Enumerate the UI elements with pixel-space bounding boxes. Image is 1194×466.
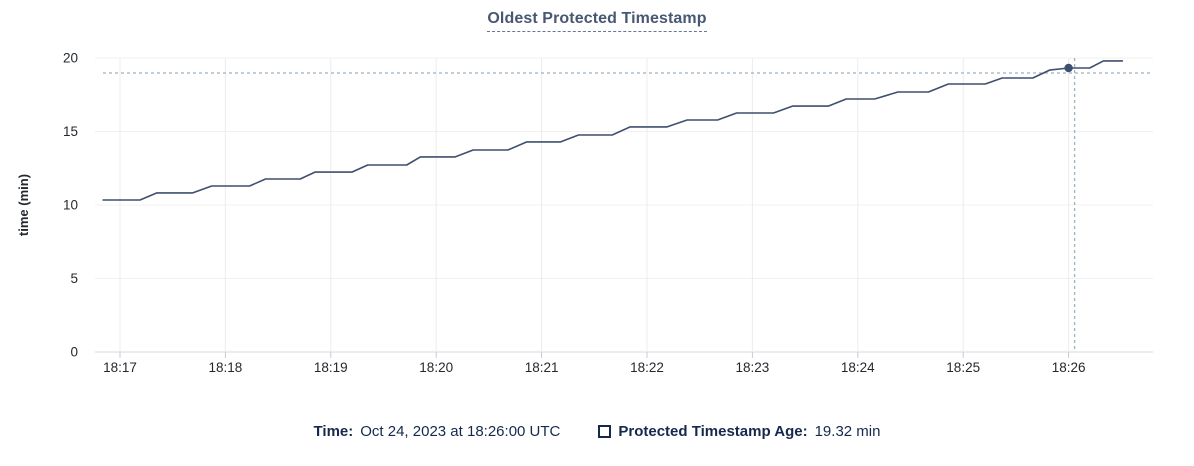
legend-time-item: Time: Oct 24, 2023 at 18:26:00 UTC — [314, 423, 561, 440]
y-tick-label: 0 — [70, 345, 78, 360]
x-tick-label: 18:20 — [419, 360, 453, 375]
legend-time-value: Oct 24, 2023 at 18:26:00 UTC — [360, 423, 561, 440]
y-tick-label: 15 — [63, 124, 78, 139]
legend-time-label: Time: — [313, 423, 354, 440]
x-tick-label: 18:18 — [209, 360, 243, 375]
timeseries-chart-plot-area[interactable]: 0 5 10 15 20 18:17 18:18 18:19 18:20 18:21 18:22 18… — [0, 40, 1194, 385]
protected-timestamp-age-line — [102, 60, 1124, 201]
legend-series-value: 19.32 min — [814, 423, 881, 440]
hover-data-point-dot — [1064, 63, 1073, 73]
x-tick-label: 18:22 — [630, 360, 664, 375]
y-tick-label: 20 — [63, 51, 78, 66]
x-tick-label: 18:23 — [736, 360, 770, 375]
y-axis-label: time (min) — [16, 174, 31, 236]
x-tick-label: 18:24 — [841, 360, 875, 375]
chart-header: Oldest Protected Timestamp — [0, 0, 1194, 40]
chart-title: Oldest Protected Timestamp — [487, 10, 707, 32]
y-tick-label: 10 — [63, 198, 78, 213]
x-tick-label: 18:26 — [1052, 360, 1086, 375]
legend-series-label: Protected Timestamp Age: — [618, 423, 808, 440]
x-tick-label: 18:17 — [103, 360, 137, 375]
legend-series-item: Protected Timestamp Age: 19.32 min — [598, 423, 880, 440]
x-tick-label: 18:21 — [525, 360, 559, 375]
chart-hover-legend: Time: Oct 24, 2023 at 18:26:00 UTC Prote… — [0, 423, 1194, 440]
x-tick-label: 18:19 — [314, 360, 348, 375]
y-tick-label: 5 — [70, 271, 78, 286]
series-toggle-checkbox-icon[interactable] — [598, 425, 612, 438]
x-tick-label: 18:25 — [946, 360, 980, 375]
